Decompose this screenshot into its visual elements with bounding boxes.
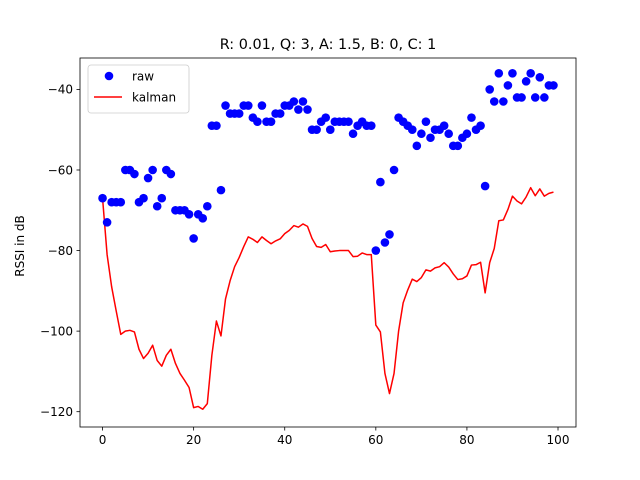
raw-point	[417, 129, 426, 139]
raw-point	[212, 121, 221, 130]
raw-point	[184, 210, 194, 219]
raw-point	[549, 81, 558, 90]
raw-point	[294, 105, 303, 114]
y-tick-label: −60	[48, 163, 73, 177]
raw-point	[266, 117, 276, 126]
raw-point	[407, 125, 417, 135]
raw-point	[143, 173, 153, 183]
raw-point	[98, 193, 107, 203]
raw-point	[540, 93, 549, 102]
raw-point	[366, 121, 376, 130]
raw-point	[253, 117, 262, 126]
legend-box	[87, 64, 190, 114]
x-tick-label: 0	[99, 433, 107, 447]
raw-point	[439, 121, 449, 130]
raw-point	[462, 129, 472, 139]
raw-point	[480, 181, 490, 191]
raw-point	[476, 121, 485, 130]
raw-point	[243, 101, 253, 110]
raw-point	[376, 177, 385, 187]
raw-point	[530, 93, 540, 102]
raw-point	[221, 101, 230, 110]
raw-point	[499, 97, 508, 106]
raw-point	[389, 165, 399, 175]
raw-point	[380, 238, 390, 247]
raw-point	[139, 193, 148, 203]
raw-point	[467, 113, 476, 122]
x-tick-label: 100	[547, 433, 570, 447]
raw-point	[234, 109, 244, 118]
raw-point	[489, 97, 499, 106]
chart-title: R: 0.01, Q: 3, A: 1.5, B: 0, C: 1	[220, 37, 437, 53]
raw-point	[298, 97, 308, 106]
y-tick-label: −80	[48, 244, 73, 258]
plot-area	[98, 69, 558, 411]
legend-raw-label: raw	[132, 70, 154, 84]
y-tick-label: −120	[40, 405, 73, 419]
raw-point	[412, 141, 422, 151]
raw-point	[421, 117, 431, 126]
raw-point	[348, 129, 358, 139]
x-tick-label: 20	[186, 433, 201, 447]
raw-point	[116, 197, 126, 207]
y-tick-label: −100	[40, 324, 73, 338]
legend: raw kalman	[87, 64, 190, 114]
raw-point	[157, 193, 167, 203]
raw-point	[453, 141, 463, 151]
x-tick-label: 80	[459, 433, 474, 447]
raw-point	[508, 69, 517, 78]
raw-point	[517, 93, 526, 102]
raw-point	[289, 97, 299, 106]
raw-point	[521, 77, 531, 86]
axes: 0 20 40 60 80 100 −120 −100 −80 −60 −40	[40, 57, 577, 447]
raw-point	[312, 125, 321, 135]
raw-point	[257, 101, 267, 110]
raw-point	[166, 169, 176, 179]
x-tick-label: 40	[277, 433, 292, 447]
x-tick-label: 60	[368, 433, 383, 447]
axes-frame	[79, 57, 577, 428]
raw-point	[494, 69, 504, 78]
raw-point	[275, 109, 285, 118]
raw-point	[535, 73, 545, 82]
raw-point	[303, 105, 312, 114]
raw-point	[385, 230, 394, 239]
raw-point	[503, 81, 513, 90]
raw-point	[426, 133, 435, 143]
raw-point	[148, 165, 157, 175]
raw-point	[444, 129, 454, 139]
raw-point	[203, 201, 212, 211]
raw-point	[189, 234, 198, 243]
legend-raw-marker	[104, 71, 114, 81]
raw-point	[102, 218, 112, 227]
raw-point	[344, 117, 353, 126]
y-tick-label: −40	[48, 83, 73, 97]
raw-point	[371, 246, 381, 255]
y-axis-label: RSSI in dB	[13, 215, 27, 277]
legend-kalman-label: kalman	[132, 91, 176, 105]
raw-point	[152, 201, 162, 211]
kalman-line	[101, 186, 554, 411]
raw-point	[198, 214, 208, 223]
raw-point	[526, 69, 535, 78]
raw-point	[321, 113, 331, 122]
raw-point	[485, 85, 494, 94]
raw-point	[325, 125, 335, 135]
raw-point	[130, 169, 139, 179]
raw-point	[216, 185, 226, 195]
